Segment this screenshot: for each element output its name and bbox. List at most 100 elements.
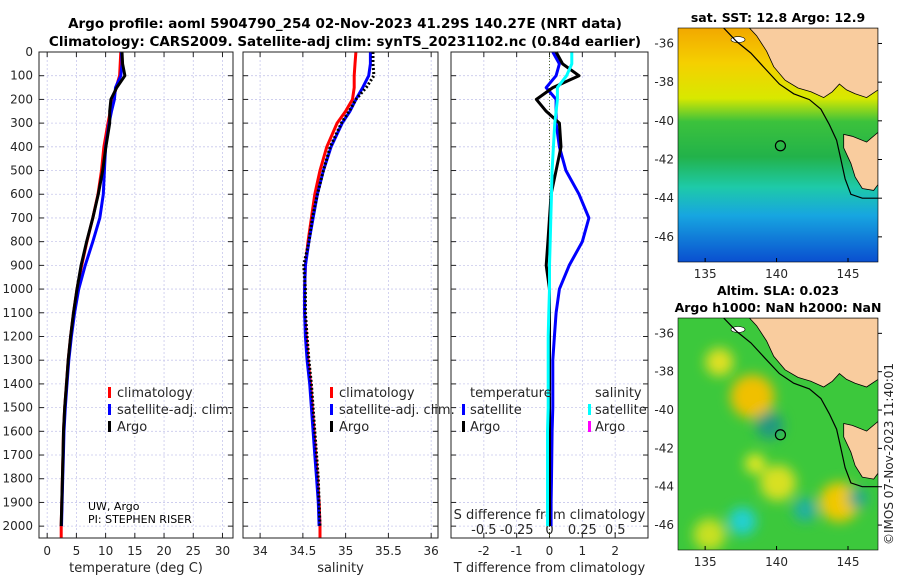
secondary-tick-label: -0.5 <box>471 523 496 538</box>
x-tick-label: 35 <box>338 544 353 558</box>
legend-label: climatology <box>117 386 193 401</box>
x-tick-label: 34.5 <box>290 544 317 558</box>
legend-label: satellite-adj. clim. <box>117 403 233 418</box>
sla-anomaly <box>848 488 868 509</box>
lat-tick-label: -40 <box>654 403 674 417</box>
series-line-argo <box>59 51 127 527</box>
panel-temperature: 0 5 10 15 20 25 30 temperature (deg C) climatolo… <box>2 45 234 576</box>
float-info-annotation: PI: STEPHEN RISER <box>88 513 192 526</box>
y-tick-label: 1000 <box>2 282 33 296</box>
secondary-tick-label: 0.25 <box>568 523 597 538</box>
y-tick-label: 1700 <box>2 448 33 462</box>
y-tick-label: 1100 <box>2 306 33 320</box>
lat-tick-label: -44 <box>654 191 674 205</box>
legend-label: climatology <box>339 386 415 401</box>
shelf-contour <box>723 318 878 488</box>
x-tick-label: 2 <box>611 544 619 558</box>
map-title: Altim. SLA: 0.023 <box>717 283 839 298</box>
lat-tick-label: -42 <box>654 153 674 167</box>
legend-swatch <box>108 387 111 398</box>
map-title: Argo h1000: NaN h2000: NaN <box>675 300 882 315</box>
x-tick-label: 35.5 <box>375 544 402 558</box>
legend-swatch <box>108 421 111 432</box>
legend-label: Argo <box>470 420 500 435</box>
float-info-annotation: UW, Argo <box>88 500 140 513</box>
sla-field <box>678 318 878 550</box>
sla-anomaly <box>819 482 860 523</box>
secondary-tick-label: -0.25 <box>500 523 534 538</box>
legend-swatch <box>108 404 111 415</box>
legend-heading-temperature: temperature <box>470 386 552 401</box>
x-tick-label: 15 <box>127 544 142 558</box>
series-line-climatology <box>303 51 358 538</box>
y-tick-label: 1500 <box>2 401 33 415</box>
map-title: sat. SST: 12.8 Argo: 12.9 <box>691 10 865 25</box>
sla-anomaly <box>705 348 734 377</box>
lat-tick-label: -44 <box>654 480 674 494</box>
lon-tick-label: 140 <box>765 555 788 569</box>
y-tick-label: 0 <box>25 45 33 59</box>
axes-box <box>38 51 234 539</box>
sla-anomaly <box>693 518 726 550</box>
sla-anomaly <box>760 464 796 501</box>
series-line-temperature-satellite <box>544 51 591 527</box>
series-line-climatology <box>59 51 123 538</box>
x-tick-label: 36 <box>424 544 439 558</box>
legend-swatch <box>588 404 591 415</box>
legend-label: Argo <box>595 420 625 435</box>
sla-anomalies <box>693 348 868 550</box>
y-tick-label: 1800 <box>2 472 33 486</box>
y-tick-label: 500 <box>10 164 33 178</box>
y-tick-label: 1200 <box>2 329 33 343</box>
sla-anomaly <box>745 453 766 474</box>
map-frame <box>677 317 879 551</box>
legend-swatch <box>462 421 465 432</box>
x-tick-label: 20 <box>156 544 171 558</box>
x-tick-label: 25 <box>186 544 201 558</box>
land-mainland <box>748 28 878 99</box>
lat-tick-label: -46 <box>654 518 674 532</box>
x-tick-label: -1 <box>511 544 523 558</box>
legend-label: satellite-adj. clim. <box>339 403 455 418</box>
sst-field <box>678 28 878 262</box>
land-tasmania <box>843 420 878 480</box>
x-axis-label: salinity <box>317 561 364 576</box>
x-tick-label: 1 <box>579 544 587 558</box>
lat-tick-label: -38 <box>654 365 674 379</box>
y-tick-label: 300 <box>10 116 33 130</box>
x-axis-label: T difference from climatology <box>453 561 646 576</box>
lon-tick-label: 145 <box>837 267 860 281</box>
legend-label: Argo <box>117 420 147 435</box>
legend-label: satellite <box>470 403 522 418</box>
legend-swatch <box>330 421 333 432</box>
land-mainland <box>748 318 878 388</box>
axes-box <box>450 51 649 539</box>
axes-box <box>242 51 439 539</box>
x-tick-label: -2 <box>478 544 490 558</box>
y-tick-label: 200 <box>10 92 33 106</box>
lat-tick-label: -40 <box>654 114 674 128</box>
map-sst: sat. SST: 12.8 Argo: 12.9 135 140 145 -36 -38… <box>654 10 882 281</box>
lat-tick-label: -46 <box>654 230 674 244</box>
secondary-tick-label: 0.5 <box>605 523 626 538</box>
x-tick-label: 10 <box>98 544 113 558</box>
secondary-tick-label: 0 <box>545 523 553 538</box>
legend-swatch <box>462 404 465 415</box>
lat-tick-label: -36 <box>654 36 674 50</box>
sla-anomaly <box>755 411 784 440</box>
argo-float-marker <box>774 429 787 441</box>
y-tick-label: 700 <box>10 211 33 225</box>
copyright-text: ©IMOS 07-Nov-2023 11:40:01 <box>882 363 896 545</box>
argo-float-marker <box>774 140 787 152</box>
y-tick-label: 1900 <box>2 495 33 509</box>
x-tick-label: 0 <box>43 544 51 558</box>
x-tick-label: 0 <box>546 544 554 558</box>
series-line-temperature-argo <box>534 51 581 527</box>
legend-label: Argo <box>339 420 369 435</box>
y-tick-label: 1300 <box>2 353 33 367</box>
lat-tick-label: -36 <box>654 326 674 340</box>
panel-salinity: 34 34.5 35 35.5 36 salinity climatology satelli… <box>242 51 455 576</box>
